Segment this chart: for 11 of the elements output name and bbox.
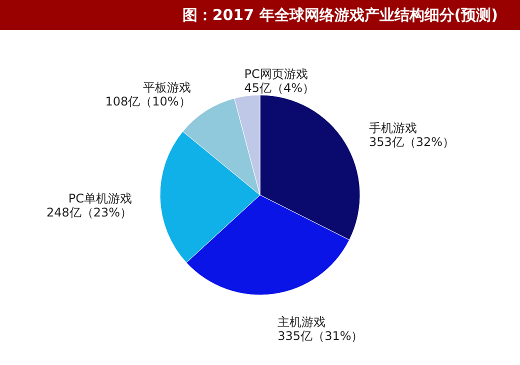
chart-title: 图：2017 年全球网络游戏产业结构细分(预测)	[0, 0, 520, 30]
data-label: 45亿（4%）	[244, 81, 315, 96]
data-label: 248亿（23%）	[46, 206, 132, 220]
data-label: 353亿（32%）	[368, 134, 455, 149]
data-label: 108亿（10%）	[105, 94, 191, 108]
slice-label: 主机游戏	[278, 314, 326, 329]
slice-label: PC单机游戏	[68, 192, 132, 206]
slice-label: PC网页游戏	[244, 67, 308, 82]
slice-label: 手机游戏	[368, 120, 417, 135]
data-label: 335亿（31%）	[278, 328, 364, 343]
slice-label: 平板游戏	[142, 80, 191, 94]
